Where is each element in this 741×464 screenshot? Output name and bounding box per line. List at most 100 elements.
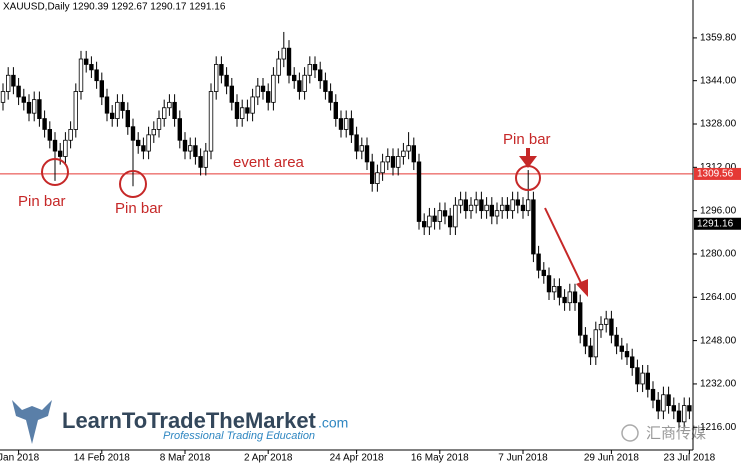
y-tick-label: 1344.00 xyxy=(700,75,737,86)
candle-body xyxy=(567,291,572,304)
candle-body xyxy=(312,64,318,71)
x-tick-label: 24 Apr 2018 xyxy=(330,453,384,464)
candle-body xyxy=(89,64,94,71)
annotation-circle xyxy=(41,158,69,186)
candle-body xyxy=(630,356,635,369)
y-tick-label: 1232.00 xyxy=(700,379,737,390)
candle-body xyxy=(42,118,47,130)
candle-body xyxy=(624,351,630,358)
candle-body xyxy=(354,134,359,152)
candle-body xyxy=(115,101,120,119)
candle-body xyxy=(520,204,526,212)
candle-body xyxy=(297,80,302,92)
candle-body xyxy=(406,145,411,152)
candle-body xyxy=(687,405,692,412)
candle-body xyxy=(302,74,307,92)
candle-body xyxy=(182,139,188,152)
arrow-head xyxy=(576,279,588,297)
candle-body xyxy=(510,199,515,212)
y-tick-label: 1248.00 xyxy=(700,335,737,346)
candle-body xyxy=(250,96,255,114)
candle-body xyxy=(359,145,364,152)
candle-body xyxy=(541,269,546,277)
candle-body xyxy=(286,47,292,76)
candle-body xyxy=(317,69,323,82)
x-tick-label: 16 May 2018 xyxy=(411,453,469,464)
candle-body xyxy=(656,399,661,412)
candle-body xyxy=(614,334,619,347)
logo-icon xyxy=(12,400,52,444)
candle-body xyxy=(552,286,557,293)
y-tick-label: 1280.00 xyxy=(700,249,737,260)
candle-body xyxy=(52,139,58,152)
candle-body xyxy=(682,405,687,423)
x-tick-label: 8 Mar 2018 xyxy=(160,453,211,464)
y-tick-label: 1216.00 xyxy=(700,422,737,433)
candle-body xyxy=(156,118,162,130)
candle-body xyxy=(385,156,390,163)
logo-tagline: Professional Trading Education xyxy=(163,430,315,442)
candle-body xyxy=(562,296,567,304)
candle-body xyxy=(198,156,203,168)
candle-body xyxy=(276,58,281,76)
x-tick-label: 7 Jun 2018 xyxy=(498,453,548,464)
candle-body xyxy=(369,161,375,184)
candle-body xyxy=(58,150,63,157)
candle-body xyxy=(442,210,448,217)
y-tick-label: 1359.80 xyxy=(700,33,737,44)
candle-body xyxy=(271,74,276,103)
candle-body xyxy=(473,199,479,206)
candle-body xyxy=(421,221,427,228)
candle-body xyxy=(343,118,349,130)
candle-body xyxy=(255,85,260,98)
candle-body xyxy=(531,199,536,255)
annotation-circle xyxy=(119,170,147,198)
candle-body xyxy=(432,215,437,222)
candle-body xyxy=(234,101,240,119)
candle-body xyxy=(37,99,42,119)
candle-body xyxy=(499,204,505,212)
candle-body xyxy=(120,101,125,111)
candle-body xyxy=(307,64,312,76)
x-tick-label: Jan 2018 xyxy=(0,453,40,464)
y-tick-label: 1296.00 xyxy=(700,205,737,216)
candle-body xyxy=(0,91,6,103)
candle-body xyxy=(375,172,380,184)
candle-body xyxy=(588,345,593,358)
candle-body xyxy=(437,210,442,222)
annotation: Pin bar xyxy=(18,193,66,210)
candle-body xyxy=(349,118,354,136)
candle-body xyxy=(364,145,370,163)
candle-body xyxy=(219,64,224,76)
candle-body xyxy=(395,156,401,168)
candle-body xyxy=(640,372,645,385)
candle-body xyxy=(239,107,245,119)
logo: LearnToTradeTheMarket .com Professional … xyxy=(12,400,348,444)
candle-body xyxy=(328,91,333,103)
candle-body xyxy=(427,215,432,228)
candle-body xyxy=(73,91,78,130)
y-tick-label: 1328.00 xyxy=(700,119,737,130)
candle-body xyxy=(203,150,208,168)
candle-body xyxy=(458,199,463,206)
candle-body xyxy=(78,58,84,92)
candle-body xyxy=(260,85,266,92)
level-label: 1309.56 xyxy=(697,169,734,180)
candle-body xyxy=(505,204,510,212)
candle-body xyxy=(224,74,229,87)
candle-body xyxy=(130,126,136,141)
candle-body xyxy=(167,101,172,109)
x-tick-label: 29 Jun 2018 xyxy=(584,453,639,464)
candle-body xyxy=(536,253,541,271)
candle-body xyxy=(94,69,99,82)
candle-body xyxy=(447,215,453,228)
logo-name: LearnToTradeTheMarket xyxy=(62,408,317,433)
candle-body xyxy=(161,107,167,119)
candle-body xyxy=(32,99,37,114)
candle-body xyxy=(650,388,656,401)
last-price-label: 1291.16 xyxy=(697,218,734,229)
candle-body xyxy=(11,74,16,87)
candle-body xyxy=(380,161,385,174)
